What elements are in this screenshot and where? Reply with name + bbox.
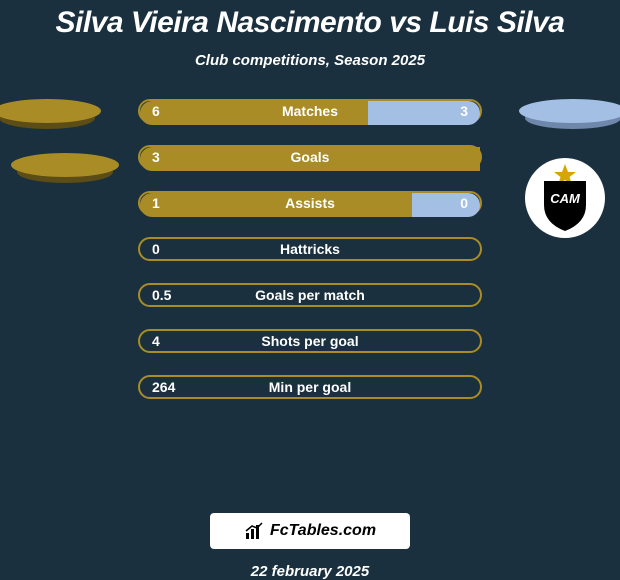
stat-label: Assists	[140, 195, 480, 211]
stat-row: 10Assists	[138, 191, 482, 215]
player-left-badge-2	[24, 157, 106, 239]
chart-icon	[244, 521, 264, 541]
chart-area: CAM 63Matches 3Goals 10Assists 0Hattricks 0.…	[0, 93, 620, 501]
brand-badge: FcTables.com	[210, 513, 410, 549]
stat-label: Hattricks	[140, 241, 480, 257]
date-text: 22 february 2025	[251, 563, 369, 580]
stat-row: 264Min per goal	[138, 375, 482, 399]
stat-label: Shots per goal	[140, 333, 480, 349]
ellipse-icon	[519, 99, 620, 123]
page-title: Silva Vieira Nascimento vs Luis Silva	[56, 6, 565, 40]
stat-label: Min per goal	[140, 379, 480, 395]
stat-label: Matches	[140, 103, 480, 119]
club-crest: CAM	[524, 157, 606, 239]
stat-row: 0.5Goals per match	[138, 283, 482, 307]
stat-label: Goals	[140, 149, 480, 165]
stat-row: 4Shots per goal	[138, 329, 482, 353]
stat-row: 63Matches	[138, 99, 482, 123]
stat-row: 0Hattricks	[138, 237, 482, 261]
stat-bars: 63Matches 3Goals 10Assists 0Hattricks 0.5Goa…	[138, 99, 482, 399]
stat-row: 3Goals	[138, 145, 482, 169]
comparison-infographic: Silva Vieira Nascimento vs Luis Silva Cl…	[0, 0, 620, 580]
brand-text: FcTables.com	[270, 522, 376, 540]
crest-text: CAM	[550, 191, 581, 206]
ellipse-icon	[11, 153, 119, 177]
crest-icon: CAM	[524, 157, 606, 239]
page-subtitle: Club competitions, Season 2025	[195, 52, 425, 69]
stat-label: Goals per match	[140, 287, 480, 303]
